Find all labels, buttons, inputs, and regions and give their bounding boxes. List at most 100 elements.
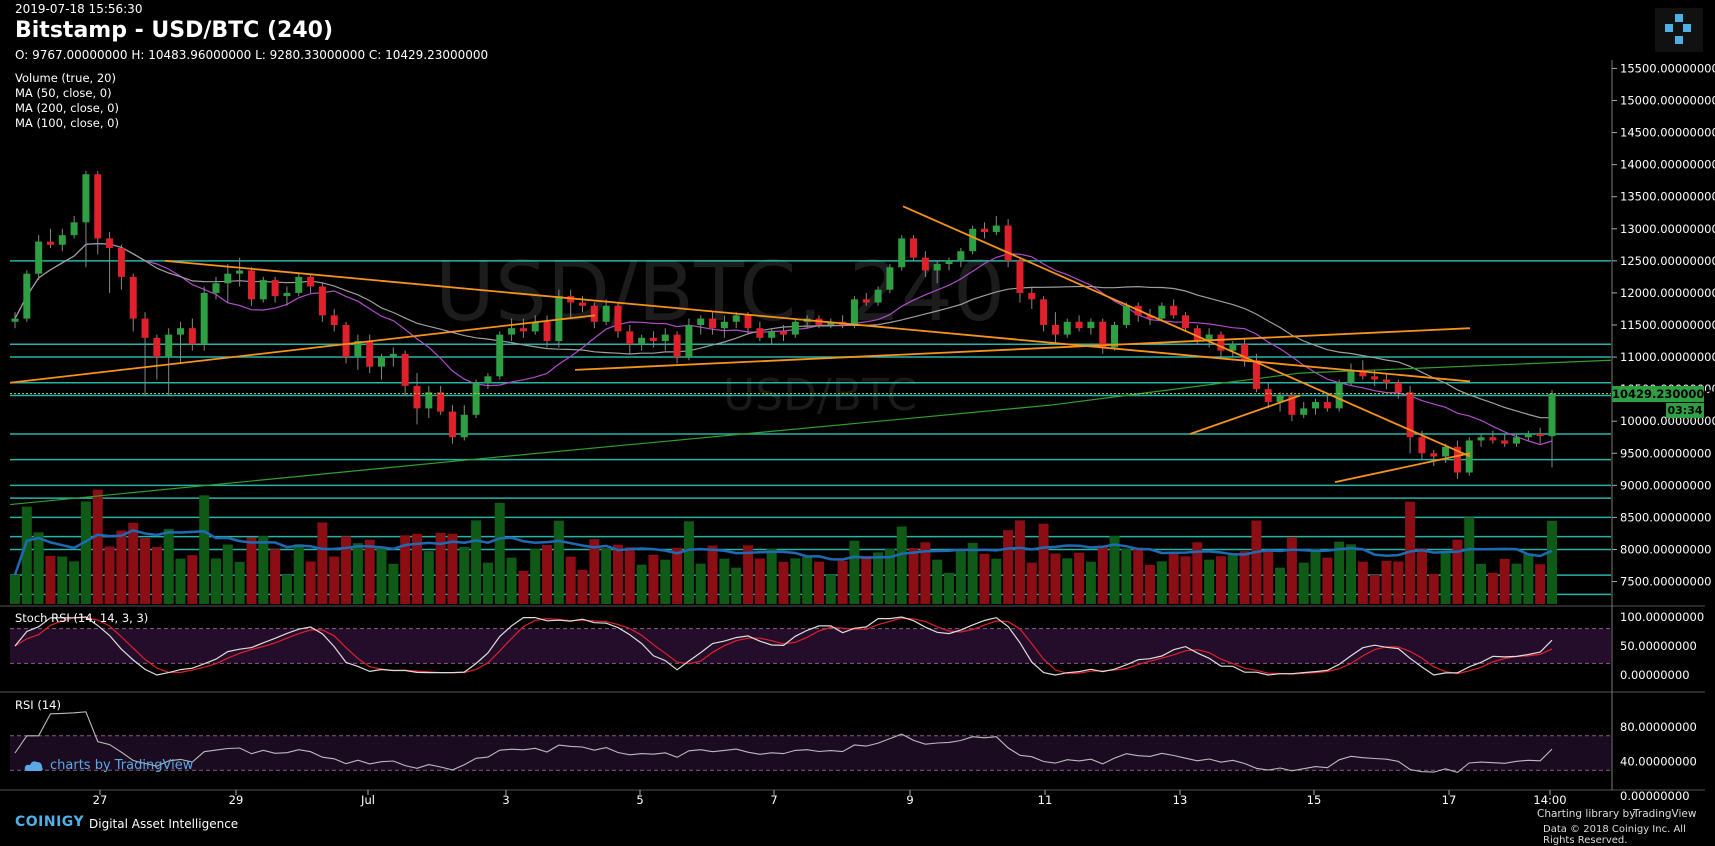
price-tick-label: 14500.00000000 xyxy=(1620,126,1715,140)
volume-bar xyxy=(612,544,623,604)
candle-body xyxy=(1170,305,1178,316)
candle-body xyxy=(1193,328,1201,342)
legend-ma200[interactable]: MA (200, close, 0) xyxy=(15,101,119,115)
volume-bar xyxy=(790,558,801,604)
candle-body xyxy=(1335,382,1343,409)
price-tick-label: 9000.00000000 xyxy=(1620,478,1711,492)
price-tick-label: 12500.00000000 xyxy=(1620,254,1715,268)
time-tick-label: Jul xyxy=(360,793,375,807)
volume-bar xyxy=(163,528,174,604)
candle-body xyxy=(437,392,445,412)
volume-bar xyxy=(1097,545,1108,604)
candle-body xyxy=(1524,434,1532,438)
candle-body xyxy=(224,273,232,284)
brand-tagline: Digital Asset Intelligence xyxy=(89,817,239,831)
volume-bar xyxy=(967,542,978,604)
volume-bar xyxy=(553,520,564,604)
candle-body xyxy=(709,318,717,329)
volume-bar xyxy=(530,548,541,604)
legend-ma50[interactable]: MA (50, close, 0) xyxy=(15,86,112,100)
candle-body xyxy=(1477,437,1485,441)
volume-bar xyxy=(1133,547,1144,604)
candle-body xyxy=(980,228,988,232)
candle-body xyxy=(165,334,173,358)
volume-bar xyxy=(719,558,730,604)
candle-body xyxy=(413,385,421,409)
volume-bar xyxy=(1062,558,1073,604)
volume-bar xyxy=(400,535,411,604)
coinigy-brand[interactable]: COINIGY xyxy=(15,814,85,830)
candle-body xyxy=(1453,446,1461,473)
candle-body xyxy=(1016,260,1024,293)
candle-body xyxy=(697,318,705,325)
volume-bar xyxy=(1476,563,1487,604)
candle-body xyxy=(1099,321,1107,348)
price-tick-label: 13000.00000000 xyxy=(1620,222,1715,236)
legend-volume[interactable]: Volume (true, 20) xyxy=(15,71,116,85)
volume-bar xyxy=(754,558,765,604)
time-tick-label: 5 xyxy=(636,793,643,807)
price-tick-label: 14000.00000000 xyxy=(1620,158,1715,172)
volume-bar xyxy=(1535,564,1546,604)
candle-body xyxy=(945,260,953,265)
candle-body xyxy=(921,257,929,271)
volume-bar xyxy=(364,539,375,604)
volume-bar xyxy=(1026,562,1037,604)
volume-bar xyxy=(151,547,162,604)
tradingview-brand[interactable]: TradingView xyxy=(1633,808,1697,820)
candle-body xyxy=(1300,408,1308,415)
candle-body xyxy=(1312,401,1320,409)
candle-body xyxy=(732,315,740,322)
candle-body xyxy=(1075,321,1083,329)
candle-body xyxy=(1276,395,1284,402)
stoch-rsi-label[interactable]: Stoch RSI (14, 14, 3, 3) xyxy=(15,611,149,625)
candle-body xyxy=(1252,360,1260,390)
coinigy-corner-icon[interactable] xyxy=(1655,8,1703,52)
time-tick-label: 27 xyxy=(93,793,108,807)
price-tick-label: 11500.00000000 xyxy=(1620,318,1715,332)
ma-200-line xyxy=(9,359,1612,506)
volume-bar xyxy=(1416,548,1427,604)
candle-body xyxy=(1489,437,1497,441)
volume-bar xyxy=(1251,520,1262,604)
volume-bar xyxy=(1168,551,1179,604)
candle-body xyxy=(1536,434,1544,437)
volume-bar xyxy=(1204,559,1215,604)
volume-bars xyxy=(10,489,1557,604)
tradingview-logo[interactable]: charts by TradingView xyxy=(24,758,193,773)
volume-bar xyxy=(33,532,44,604)
candle-body xyxy=(673,334,681,358)
volume-bar xyxy=(270,549,281,604)
candle-body xyxy=(850,299,858,325)
volume-bar xyxy=(246,537,257,604)
candle-body xyxy=(460,414,468,438)
candle-body xyxy=(555,296,563,342)
volume-bar xyxy=(813,561,824,604)
charting-library-text: Charting library by xyxy=(1537,808,1636,820)
legend-ma100[interactable]: MA (100, close, 0) xyxy=(15,116,119,130)
volume-bar xyxy=(991,558,1002,604)
candle-body xyxy=(1087,321,1095,329)
candle-body xyxy=(354,341,362,358)
candle-body xyxy=(638,337,646,345)
volume-bar xyxy=(873,552,884,604)
volume-bar xyxy=(187,555,198,604)
candle-body xyxy=(1288,395,1296,415)
candle-body xyxy=(23,273,31,319)
rsi-label[interactable]: RSI (14) xyxy=(15,698,61,712)
volume-bar xyxy=(731,567,742,604)
volume-bar xyxy=(341,536,352,604)
price-tick-label: 8000.00000000 xyxy=(1620,542,1711,556)
volume-bar xyxy=(1192,542,1203,604)
volume-bar xyxy=(1050,553,1061,604)
candle-body xyxy=(1111,324,1119,348)
price-tick-label: 12000.00000000 xyxy=(1620,286,1715,300)
time-tick-label: 11 xyxy=(1038,793,1053,807)
candle-body xyxy=(590,305,598,322)
candle-body xyxy=(106,238,114,249)
volume-bar xyxy=(589,539,600,604)
volume-bar xyxy=(944,572,955,604)
volume-bar xyxy=(908,548,919,604)
volume-bar xyxy=(1322,557,1333,604)
